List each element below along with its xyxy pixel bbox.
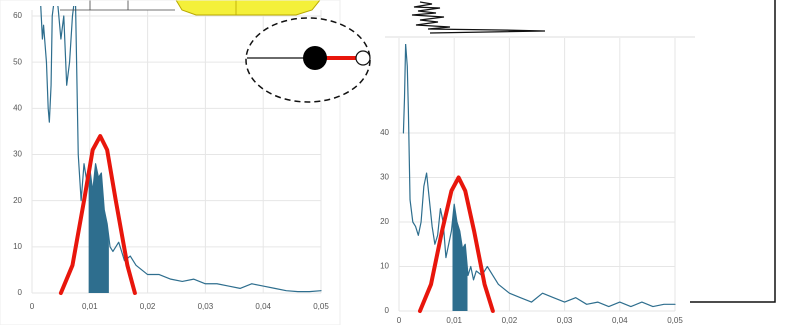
line [417,175,495,313]
pivot [355,50,371,66]
y-tick-label: 30 [380,173,389,182]
y-tick-label: 40 [13,103,22,112]
y-tick-label: 50 [13,57,22,66]
x-tick-label: 0,04 [255,302,271,311]
line [402,44,676,308]
y-tick-label: 10 [380,262,389,271]
x-tick-label: 0,05 [313,302,329,311]
y-tick-label: 30 [13,150,22,159]
x-tick-label: 0,01 [82,302,98,311]
y-tick-label: 40 [380,128,389,137]
line-group [58,134,137,295]
y-tick-label: 0 [18,288,23,297]
x-tick-label: 0,02 [502,316,518,325]
squiggle [411,1,546,34]
y-tick-label: 20 [13,196,22,205]
mass [303,46,327,70]
line-group [402,44,676,308]
y-tick-label: 20 [380,217,389,226]
x-tick-label: 0,03 [557,316,573,325]
x-tick-label: 0,01 [446,316,462,325]
shaded-area [88,163,109,293]
line [40,6,322,293]
decorations [0,0,776,325]
shaded-area [452,204,468,311]
x-tick-label: 0,04 [612,316,628,325]
yellow-shape [175,0,321,16]
chart: 0 10 20 30 40 0 0,01 0,02 0,03 0,04 0,05 [380,38,683,325]
line [58,134,137,295]
left-panel [0,0,341,325]
bracket-line [690,0,776,303]
x-tick-label: 0 [30,302,35,311]
x-tick-label: 0,05 [667,316,683,325]
y-tick-label: 0 [385,306,390,315]
shade-group [452,204,468,311]
x-tick-label: 0,02 [140,302,156,311]
shade-group [88,163,109,293]
x-tick-label: 0 [397,316,402,325]
x-tick-label: 0,03 [198,302,214,311]
chart: 0 10 20 30 40 50 60 0 0,01 0,02 0,03 0,04 0,05 [13,6,329,311]
y-tick-label: 60 [13,11,22,20]
line-group [417,175,495,313]
line-group [40,6,322,293]
y-tick-label: 10 [13,242,22,251]
